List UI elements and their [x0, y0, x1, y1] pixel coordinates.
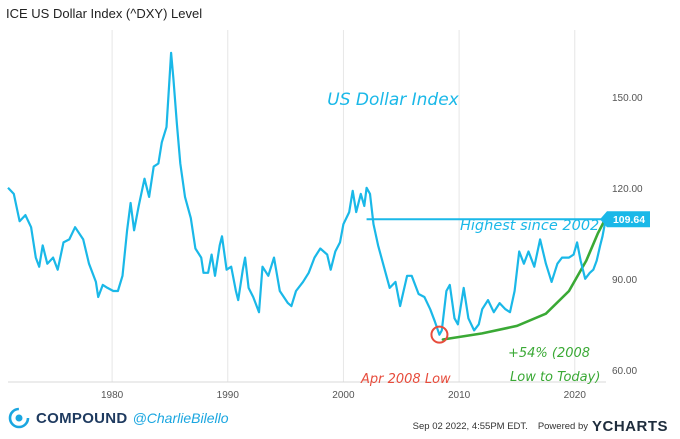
chart-title: ICE US Dollar Index (^DXY) Level — [6, 6, 203, 21]
annotation-highest-since-2002: Highest since 2002 — [460, 218, 599, 234]
annotation-gain-line2: Low to Today) — [510, 370, 600, 385]
annotation-apr-2008-low: Apr 2008 Low — [360, 372, 451, 387]
y-tick-labels: 60.00 90.00 120.00 150.00 — [612, 93, 643, 377]
y-tick-label: 60.00 — [612, 366, 637, 377]
footer-brand: COMPOUND @CharlieBilello — [8, 404, 229, 432]
series-line-0 — [7, 51, 607, 336]
ycharts-logo: YCHARTS — [591, 418, 668, 435]
brand-name: COMPOUND — [36, 409, 128, 427]
x-tick-label: 2010 — [448, 390, 471, 401]
x-tick-label: 1980 — [101, 390, 124, 401]
low-marker — [430, 325, 449, 344]
timestamp: Sep 02 2022, 4:55PM EDT. — [412, 421, 528, 432]
y-tick-label: 90.00 — [612, 275, 637, 286]
low-circle — [430, 325, 449, 344]
x-tick-label: 2000 — [332, 390, 355, 401]
powered-by-text: Powered by — [537, 421, 588, 432]
y-tick-label: 150.00 — [612, 93, 643, 104]
x-tick-label: 1990 — [217, 390, 240, 401]
brand-handle: @CharlieBilello — [132, 410, 229, 426]
series-lines — [7, 51, 607, 336]
last-value-badge-shape — [600, 211, 650, 228]
chart-label-us-dollar-index: US Dollar Index — [327, 90, 459, 110]
footer-meta: Sep 02 2022, 4:55PM EDT. Powered by YCHA… — [413, 418, 668, 435]
x-tick-label: 2020 — [564, 390, 587, 401]
last-value-label: 109.64 — [613, 214, 645, 226]
x-tick-labels: 1980 1990 2000 2010 2020 — [101, 390, 586, 401]
y-tick-label: 120.00 — [612, 184, 643, 195]
gain-curve-line — [441, 218, 607, 341]
compound-logo-icon — [8, 407, 30, 429]
gain-curve — [441, 218, 607, 341]
annotation-gain-line1: +54% (2008 — [508, 346, 590, 361]
last-value-badge: 109.64 — [600, 211, 650, 228]
